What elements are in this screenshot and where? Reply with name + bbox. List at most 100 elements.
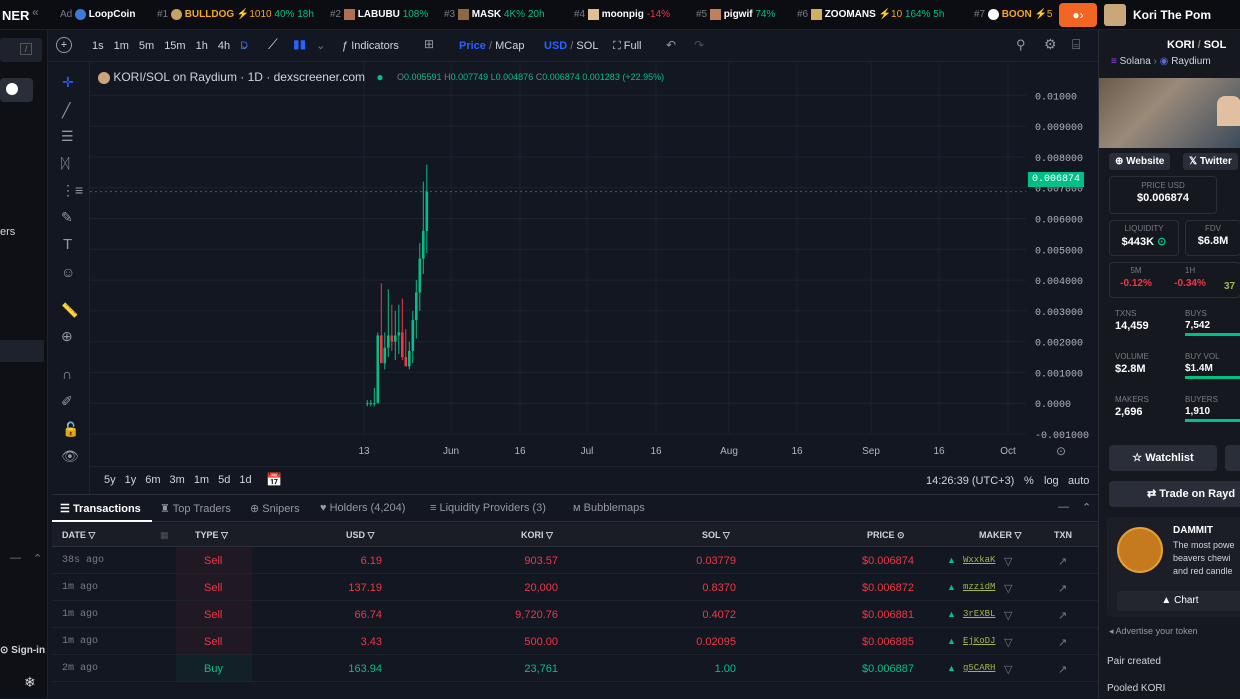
change-5m[interactable]: 5M -0.12% — [1120, 266, 1152, 289]
magnet-icon[interactable]: ∩ — [62, 366, 73, 382]
camera-icon[interactable]: ⌸ — [1072, 36, 1081, 52]
table-row[interactable]: 1m ago Sell 66.74 9,720.76 0.4072 $0.006881 ▲ 3… — [52, 601, 1098, 628]
calendar-icon[interactable]: 📅 — [266, 472, 283, 487]
filter-icon[interactable]: ▽ — [1004, 637, 1013, 649]
lock-icon[interactable]: 🔓 — [62, 421, 80, 437]
external-link-icon[interactable]: ↗ — [1058, 610, 1068, 622]
col-type[interactable]: TYPE ▽ — [195, 530, 228, 540]
candles-icon[interactable]: ▮▮ — [293, 37, 307, 51]
chevron-up-icon[interactable]: ⌃ — [33, 553, 43, 565]
change-6h[interactable]: 37 — [1224, 281, 1236, 292]
range-1m[interactable]: 1m — [193, 474, 210, 486]
cell-maker[interactable]: mzzidM — [963, 582, 996, 592]
range-3m[interactable]: 3m — [169, 474, 185, 486]
trending-item[interactable]: #1 BULLDOG ⚡1010 40% 18h — [157, 9, 314, 20]
advertise-link[interactable]: ◂ Advertise your token — [1109, 626, 1198, 636]
sign-in-link[interactable]: ⊙ Sign-in — [0, 645, 45, 656]
trending-item[interactable]: #2 LABUBU 108% — [330, 9, 428, 20]
log-toggle[interactable]: log — [1044, 475, 1059, 487]
interval-1h[interactable]: 1h — [195, 40, 208, 52]
grid-icon[interactable]: ▦ — [160, 530, 169, 540]
filter-icon[interactable]: ▽ — [1004, 556, 1013, 568]
add-symbol-icon[interactable]: + — [56, 37, 72, 53]
zoom-in-icon[interactable]: ⊕ — [61, 328, 73, 344]
watchlist-button[interactable]: ☆ Watchlist — [1109, 445, 1217, 471]
interval-5m[interactable]: 5m — [138, 40, 155, 52]
trade-button[interactable]: ⇄ Trade on Rayd — [1109, 481, 1240, 507]
range-1d[interactable]: 1d — [239, 474, 252, 486]
table-row[interactable]: 1m ago Sell 137.19 20,000 0.8370 $0.006872 ▲ mz… — [52, 574, 1098, 601]
cell-maker[interactable]: EjKoDJ — [963, 636, 996, 646]
chain-name[interactable]: Solana — [1119, 56, 1151, 67]
chart-settings-icon[interactable]: ⊙ — [1056, 444, 1067, 458]
tab-transactions[interactable]: ☰ Transactions — [60, 502, 141, 515]
tab-top-traders[interactable]: ♜ Top Traders — [160, 502, 231, 515]
chevron-down-icon[interactable]: ⌄ — [240, 40, 250, 52]
price-mcap-toggle[interactable]: Price / MCap — [459, 40, 525, 52]
brush-icon[interactable]: ✎ — [61, 209, 73, 225]
range-5d[interactable]: 5d — [218, 474, 231, 486]
indicators-button[interactable]: ƒ Indicators — [342, 40, 399, 52]
dex-name[interactable]: Raydium — [1171, 56, 1211, 67]
tab-liquidity[interactable]: ≡ Liquidity Providers (3) — [430, 502, 546, 514]
emoji-icon[interactable]: ☺ — [61, 264, 76, 280]
col-usd[interactable]: USD ▽ — [346, 530, 375, 540]
col-price[interactable]: PRICE ⊙ — [867, 530, 905, 540]
external-link-icon[interactable]: ↗ — [1058, 583, 1068, 595]
chevron-down-icon[interactable]: ⌄ — [316, 40, 326, 52]
tab-holders[interactable]: ♥ Holders (4,204) — [320, 502, 405, 514]
crosshair-icon[interactable]: ✛ — [62, 74, 74, 90]
gear-icon[interactable]: ⚙ — [1044, 36, 1057, 52]
line-chart-icon[interactable]: ⟋ — [268, 36, 278, 52]
price-chart[interactable]: 0.01000 0.009000 0.008000 0.007000 0.006000 0… — [90, 62, 1098, 494]
trending-item[interactable]: #4 moonpig -14% — [574, 9, 670, 20]
usd-sol-toggle[interactable]: USD / SOL — [544, 40, 599, 52]
external-link-icon[interactable]: ↗ — [1058, 664, 1068, 676]
auto-toggle[interactable]: auto — [1068, 475, 1090, 487]
col-kori[interactable]: KORI ▽ — [521, 530, 553, 540]
eye-icon[interactable]: 👁 — [61, 448, 79, 464]
quick-search-icon[interactable]: ⚲ — [1016, 37, 1026, 52]
minus-icon[interactable]: — — [10, 552, 21, 564]
col-date[interactable]: DATE ▽ — [62, 530, 96, 540]
search-box[interactable]: / — [0, 38, 42, 62]
trending-ad[interactable]: Ad LoopCoin — [60, 9, 135, 20]
twitter-button[interactable]: 𝕏 Twitter — [1183, 153, 1238, 170]
change-1h[interactable]: 1H -0.34% — [1174, 266, 1206, 289]
col-sol[interactable]: SOL ▽ — [702, 530, 730, 540]
ad-card[interactable]: DAMMIT The most powe beavers chewi and r… — [1107, 517, 1240, 617]
tab-bubblemaps[interactable]: ᴍ Bubblemaps — [573, 502, 645, 514]
filter-icon[interactable]: ▽ — [1004, 583, 1013, 595]
interval-1s[interactable]: 1s — [92, 40, 104, 52]
expand-icon[interactable]: ⌃ — [1082, 502, 1092, 514]
cell-maker[interactable]: WxxkaK — [963, 555, 996, 565]
tab-snipers[interactable]: ⊕ Snipers — [250, 502, 300, 515]
cell-maker[interactable]: 3rEXBL — [963, 609, 996, 619]
table-row[interactable]: 2m ago Buy 163.94 23,761 1.00 $0.006887 ▲ g5CAR… — [52, 655, 1098, 682]
trending-item[interactable]: #6 ZOOMANS ⚡10 164% 5h — [797, 9, 944, 20]
range-6m[interactable]: 6m — [145, 474, 161, 486]
nav-item-active[interactable] — [0, 78, 33, 102]
fib-icon[interactable]: ⋮≡ — [61, 182, 84, 198]
fire-button[interactable]: ●› — [1059, 3, 1097, 27]
percent-toggle[interactable]: % — [1024, 475, 1034, 487]
filter-icon[interactable]: ▽ — [1004, 664, 1013, 676]
trending-item[interactable]: #5 pigwif 74% — [696, 9, 775, 20]
ad-chart-button[interactable]: ▲ Chart — [1117, 591, 1240, 611]
fullscreen-button[interactable]: ⛶ Full — [613, 40, 642, 53]
collapse-icon[interactable]: « — [32, 5, 39, 19]
undo-icon[interactable]: ↶ — [666, 38, 677, 52]
interval-1m[interactable]: 1m — [113, 40, 129, 52]
website-button[interactable]: ⊕ Website — [1109, 153, 1171, 170]
chart-canvas[interactable]: 0.01000 0.009000 0.008000 0.007000 0.006000 0… — [90, 62, 1098, 494]
interval-D[interactable]: D — [240, 40, 249, 52]
col-maker[interactable]: MAKER ▽ — [979, 530, 1022, 540]
drawing-mode-icon[interactable]: ✐ — [61, 393, 73, 409]
alert-button[interactable] — [1225, 445, 1240, 471]
range-1y[interactable]: 1y — [124, 474, 137, 486]
interval-4h[interactable]: 4h — [217, 40, 231, 52]
filter-icon[interactable]: ▽ — [1004, 610, 1013, 622]
range-5y[interactable]: 5y — [104, 474, 116, 486]
external-link-icon[interactable]: ↗ — [1058, 556, 1068, 568]
ruler-icon[interactable]: 📏 — [61, 302, 79, 318]
